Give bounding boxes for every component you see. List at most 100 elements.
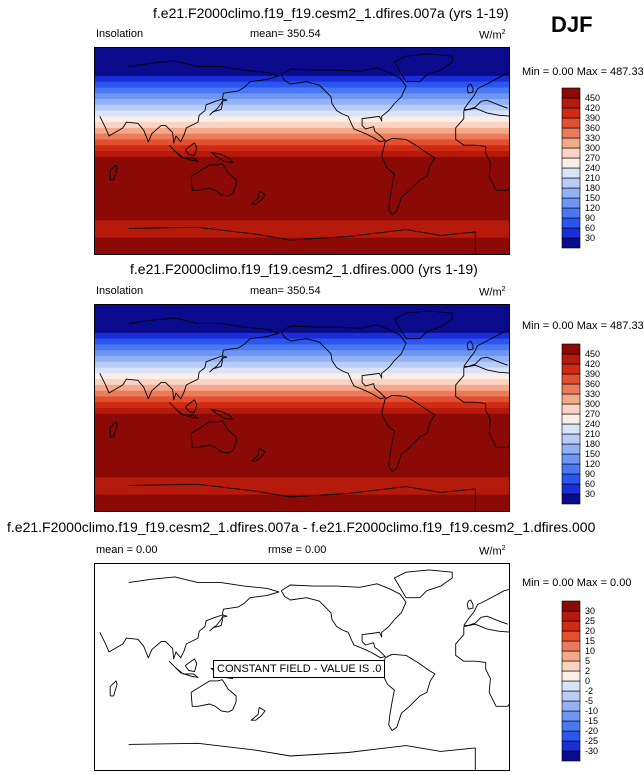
latitude-band (94, 304, 510, 334)
coastline (280, 583, 407, 659)
map-frame (94, 47, 510, 255)
colorbar-box (561, 670, 581, 682)
colorbar-tick-label: 210 (585, 173, 600, 183)
coastline (190, 420, 237, 454)
latitude-band (94, 139, 510, 146)
colorbar-tick-label: -2 (585, 686, 593, 696)
latitude-band (94, 402, 510, 409)
colorbar-tick-label: 2 (585, 666, 590, 676)
colorbar-box (561, 343, 581, 355)
coastline (466, 83, 474, 94)
colorbar-box (561, 187, 581, 199)
colorbar-box (561, 403, 581, 415)
coastline (466, 599, 474, 610)
latitude-band (94, 133, 510, 140)
colorbar-tick-label: 180 (585, 439, 600, 449)
colorbar-tick-label: 240 (585, 163, 600, 173)
coastline (381, 137, 436, 216)
colorbar-tick-label: 270 (585, 409, 600, 419)
panel2-units-exp: 2 (501, 286, 506, 293)
panel2-title: f.e21.F2000climo.f19_f19.cesm2_1.dfires.… (130, 261, 478, 277)
coastline (190, 679, 237, 713)
coastline (99, 60, 510, 144)
panel2-units: W/m2 (479, 286, 506, 299)
latitude-band (94, 47, 510, 77)
panel3-units: W/m2 (479, 545, 506, 558)
colorbar-box (561, 97, 581, 109)
panel3-rmse-label: rmse = 0.00 (268, 544, 327, 556)
latitude-band (94, 344, 510, 351)
map-frame (94, 304, 510, 512)
colorbar-box (561, 640, 581, 652)
coastline (210, 151, 234, 164)
coastline (393, 310, 453, 340)
latitude-band (94, 104, 510, 112)
colorbar-box (561, 730, 581, 742)
colorbar-box (561, 227, 581, 239)
latitude-band (94, 413, 510, 478)
colorbar-tick-label: 20 (585, 626, 595, 636)
coastline (280, 67, 407, 143)
colorbar-tick-label: 60 (585, 479, 595, 489)
latitude-band (94, 75, 510, 83)
latitude-band (94, 116, 510, 123)
panel1-units-base: W/m (479, 29, 502, 42)
coastline (184, 399, 198, 414)
colorbar-box (561, 630, 581, 642)
colorbar-tick-label: 390 (585, 369, 600, 379)
colorbar-box (561, 650, 581, 662)
colorbar-tick-label: 150 (585, 193, 600, 203)
latitude-band (94, 151, 510, 158)
colorbar-tick-label: 300 (585, 143, 600, 153)
colorbar-box (561, 373, 581, 385)
colorbar-box (561, 147, 581, 159)
colorbar-box (561, 620, 581, 632)
field-bands (94, 304, 510, 512)
latitude-band (94, 379, 510, 386)
colorbar-box (561, 107, 581, 119)
colorbar-box (561, 493, 581, 505)
colorbar-box (561, 680, 581, 692)
panel1-colorbar: 3060901201501802102402703003303603904204… (561, 87, 600, 249)
panel2-map (94, 304, 510, 512)
coastlines (99, 310, 510, 512)
panel3-units-base: W/m (479, 545, 502, 558)
colorbar-tick-label: 30 (585, 606, 595, 616)
colorbar-box (561, 473, 581, 485)
colorbar-tick-label: -10 (585, 706, 598, 716)
colorbar-tick-label: 270 (585, 153, 600, 163)
colorbar-box (561, 393, 581, 405)
latitude-band (94, 338, 510, 345)
colorbar-box (561, 87, 581, 99)
colorbar-box (561, 413, 581, 425)
coastline (109, 164, 118, 181)
coastline (128, 483, 476, 512)
colorbar-tick-label: 420 (585, 103, 600, 113)
colorbar-box (561, 127, 581, 139)
latitude-band (94, 87, 510, 94)
season-label: DJF (551, 12, 593, 37)
colorbar-tick-label: 360 (585, 379, 600, 389)
latitude-band (94, 99, 510, 106)
coastlines (99, 53, 510, 255)
colorbar-tick-label: 120 (585, 203, 600, 213)
colorbar-box (561, 750, 581, 762)
colorbar-box (561, 720, 581, 732)
latitude-band (94, 367, 510, 374)
panel1-minmax: Min = 0.00 Max = 487.33 (522, 66, 644, 78)
coastline (209, 98, 228, 116)
panel2-mean-label: mean= 350.54 (250, 285, 321, 297)
coastline (184, 142, 198, 157)
latitude-band (94, 81, 510, 88)
panel3-units-exp: 2 (501, 545, 506, 552)
panel3-mean-label: mean = 0.00 (96, 544, 158, 556)
latitude-band (94, 122, 510, 129)
panel2-variable-label: Insolation (96, 285, 144, 297)
latitude-band (94, 220, 510, 239)
colorbar-box (561, 137, 581, 149)
colorbar-tick-label: 30 (585, 489, 595, 499)
coastline (381, 394, 436, 473)
coastline (209, 614, 228, 632)
colorbar-box (561, 453, 581, 465)
